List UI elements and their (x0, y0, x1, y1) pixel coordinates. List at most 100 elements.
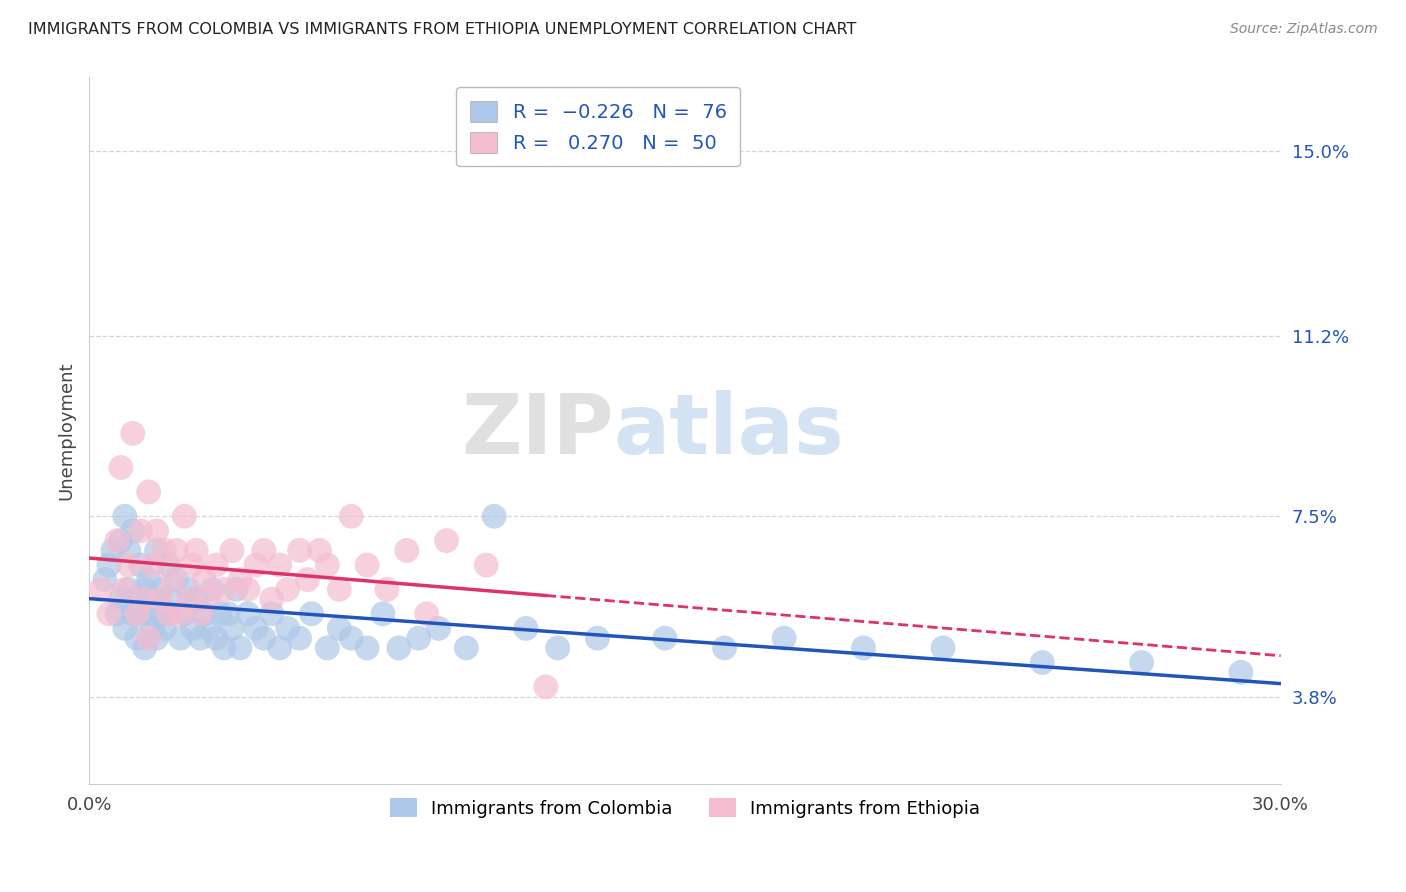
Point (193, 573, 215, 587)
Point (316, 640, 339, 655)
Point (145, 524, 167, 538)
Point (186, 592, 208, 607)
Point (157, 558, 180, 572)
Point (169, 631, 191, 645)
Point (229, 573, 252, 587)
Point (456, 640, 478, 655)
Point (149, 592, 172, 607)
Point (149, 582, 172, 597)
Point (153, 621, 176, 635)
Point (153, 543, 176, 558)
Point (134, 640, 156, 655)
Point (395, 543, 418, 558)
Point (340, 631, 363, 645)
Point (114, 621, 136, 635)
Point (186, 543, 208, 558)
Point (205, 558, 228, 572)
Point (371, 607, 394, 621)
Point (288, 543, 311, 558)
Point (129, 558, 152, 572)
Point (165, 543, 187, 558)
Point (1031, 656, 1053, 670)
Point (173, 607, 195, 621)
Point (138, 631, 160, 645)
Point (212, 582, 235, 597)
Y-axis label: Unemployment: Unemployment (58, 361, 75, 500)
Point (118, 543, 141, 558)
Point (97, 607, 120, 621)
Point (114, 509, 136, 524)
Point (932, 640, 955, 655)
Point (236, 582, 259, 597)
Point (110, 460, 132, 475)
Point (201, 582, 224, 597)
Point (475, 558, 498, 572)
Point (1130, 656, 1153, 670)
Point (188, 607, 211, 621)
Point (253, 543, 276, 558)
Point (236, 607, 259, 621)
Point (129, 524, 152, 538)
Point (165, 573, 187, 587)
Point (114, 582, 136, 597)
Point (197, 592, 219, 607)
Point (356, 640, 378, 655)
Point (110, 533, 132, 548)
Point (301, 607, 323, 621)
Point (209, 607, 232, 621)
Point (308, 543, 330, 558)
Point (129, 607, 152, 621)
Point (142, 558, 165, 572)
Point (118, 558, 141, 572)
Point (138, 573, 160, 587)
Point (181, 621, 204, 635)
Point (436, 533, 458, 548)
Point (162, 592, 184, 607)
Point (121, 426, 143, 441)
Point (328, 621, 350, 635)
Point (157, 607, 180, 621)
Point (245, 621, 267, 635)
Point (260, 607, 283, 621)
Point (388, 640, 411, 655)
Point (125, 607, 148, 621)
Point (125, 631, 148, 645)
Point (142, 621, 165, 635)
Point (547, 640, 569, 655)
Point (197, 621, 219, 635)
Point (375, 582, 398, 597)
Point (1230, 665, 1253, 680)
Point (482, 509, 505, 524)
Point (356, 558, 378, 572)
Point (277, 621, 299, 635)
Point (138, 607, 160, 621)
Point (177, 582, 200, 597)
Point (121, 607, 143, 621)
Point (221, 621, 243, 635)
Point (90, 582, 112, 597)
Point (852, 640, 875, 655)
Point (288, 631, 311, 645)
Point (297, 573, 319, 587)
Point (162, 573, 184, 587)
Point (253, 631, 276, 645)
Legend: Immigrants from Colombia, Immigrants from Ethiopia: Immigrants from Colombia, Immigrants fro… (382, 790, 987, 825)
Point (408, 631, 430, 645)
Point (125, 592, 148, 607)
Point (173, 509, 195, 524)
Text: IMMIGRANTS FROM COLOMBIA VS IMMIGRANTS FROM ETHIOPIA UNEMPLOYMENT CORRELATION CH: IMMIGRANTS FROM COLOMBIA VS IMMIGRANTS F… (28, 22, 856, 37)
Point (94, 573, 117, 587)
Point (118, 582, 141, 597)
Point (110, 592, 132, 607)
Point (713, 640, 735, 655)
Text: Source: ZipAtlas.com: Source: ZipAtlas.com (1230, 22, 1378, 37)
Point (229, 640, 252, 655)
Point (225, 582, 247, 597)
Point (149, 607, 172, 621)
Point (188, 631, 211, 645)
Point (427, 621, 450, 635)
Point (277, 582, 299, 597)
Point (138, 484, 160, 499)
Point (101, 543, 124, 558)
Point (212, 640, 235, 655)
